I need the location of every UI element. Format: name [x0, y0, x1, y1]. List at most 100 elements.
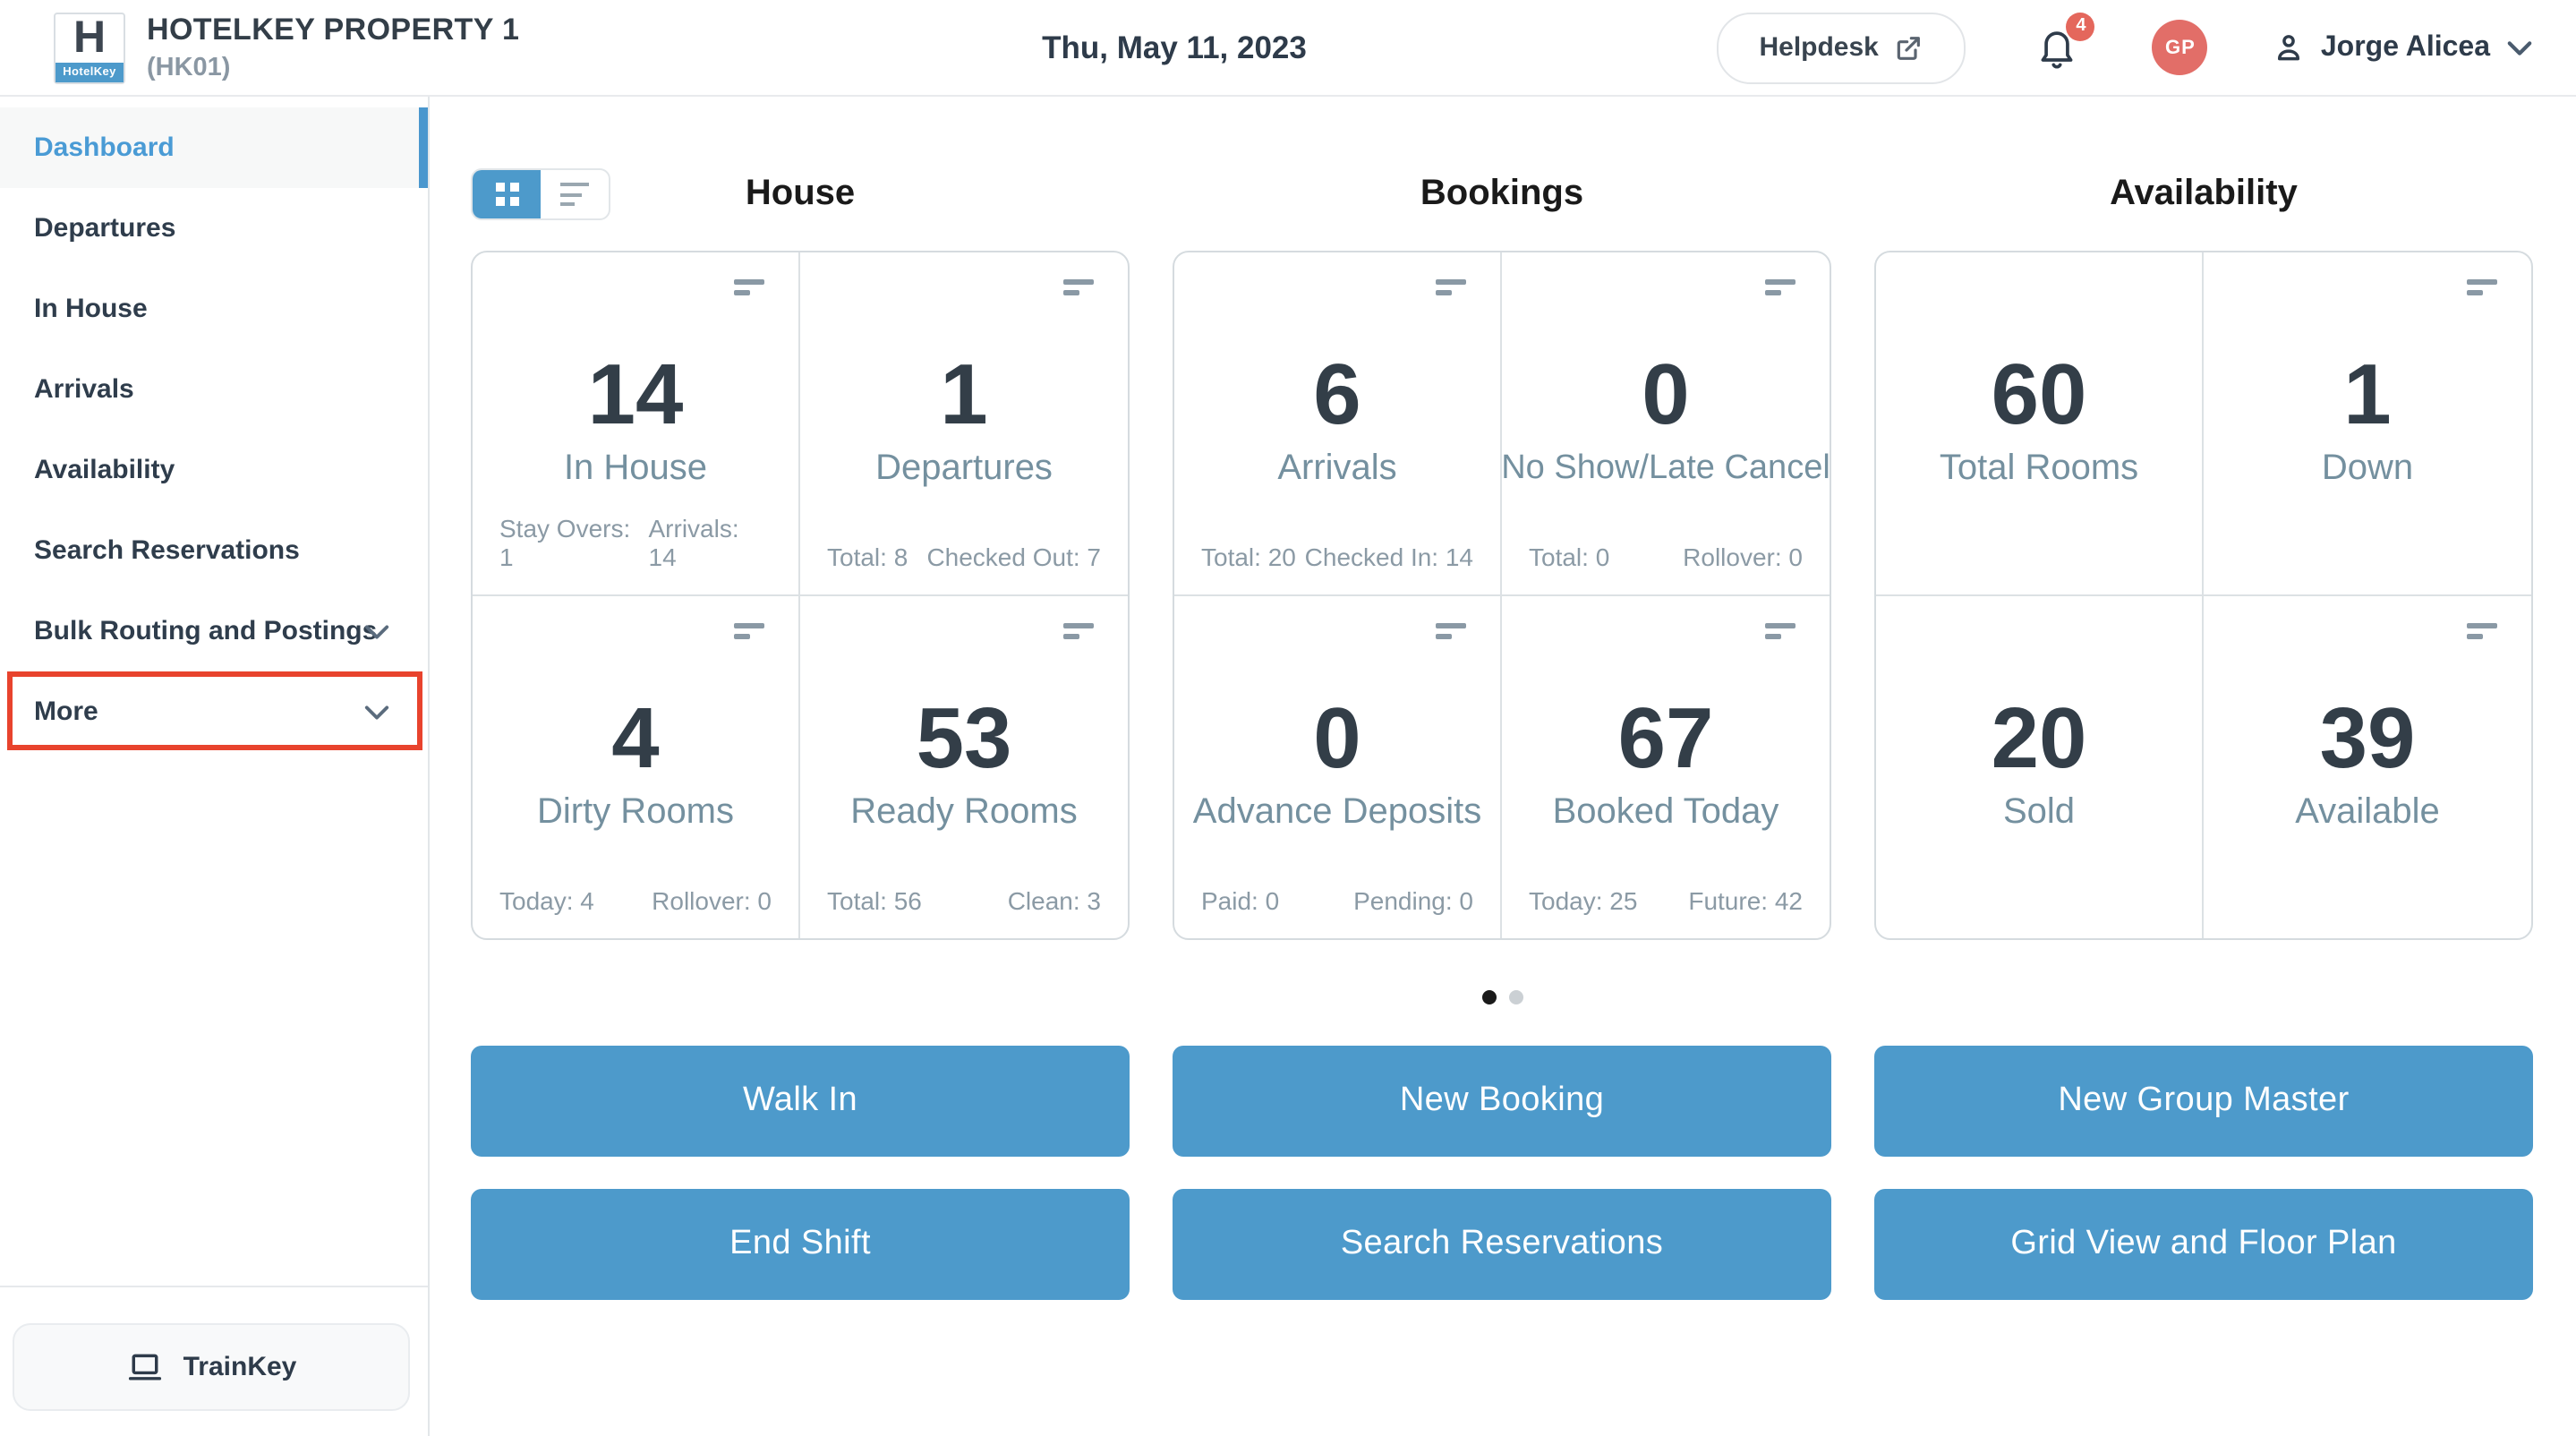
- walk-in-button[interactable]: Walk In: [471, 1046, 1130, 1157]
- list-view-toggle[interactable]: [541, 170, 609, 218]
- stat-left: Total: 56: [827, 886, 922, 915]
- sidebar-item-label: More: [34, 697, 98, 727]
- section-title-availability: Availability: [2110, 174, 2298, 213]
- sidebar-item-arrivals[interactable]: Arrivals: [0, 349, 428, 430]
- bell-icon: [2034, 22, 2081, 73]
- stat-value: 14: [587, 348, 684, 443]
- bookings-panel: 6 Arrivals Total: 20 Checked In: 14 0 No…: [1173, 251, 1831, 940]
- stat-left: Total: 20: [1201, 542, 1296, 570]
- card-menu-icon[interactable]: [1765, 279, 1796, 295]
- stat-left: Today: 25: [1529, 886, 1638, 915]
- laptop-icon: [126, 1349, 166, 1385]
- ready-rooms-card[interactable]: 53 Ready Rooms Total: 56 Clean: 3: [800, 595, 1128, 938]
- sidebar-item-in-house[interactable]: In House: [0, 269, 428, 349]
- external-link-icon: [1895, 33, 1923, 62]
- sold-card[interactable]: 20 Sold: [1876, 595, 2204, 938]
- sidebar-item-label: Search Reservations: [34, 535, 300, 566]
- dirty-rooms-card[interactable]: 4 Dirty Rooms Today: 4 Rollover: 0: [473, 595, 800, 938]
- card-menu-icon[interactable]: [1063, 622, 1094, 638]
- stat-right: Checked Out: 7: [926, 542, 1101, 570]
- card-menu-icon[interactable]: [2467, 279, 2497, 295]
- sidebar-item-label: Arrivals: [34, 374, 134, 405]
- sidebar-item-label: In House: [34, 294, 148, 324]
- sidebar-item-search-reservations[interactable]: Search Reservations: [0, 510, 428, 591]
- card-menu-icon[interactable]: [2467, 622, 2497, 638]
- card-menu-icon[interactable]: [1765, 622, 1796, 638]
- sidebar-item-departures[interactable]: Departures: [0, 188, 428, 269]
- grid-icon: [495, 183, 518, 206]
- card-menu-icon[interactable]: [734, 279, 764, 295]
- stat-label: Booked Today: [1552, 791, 1779, 831]
- arrivals-card[interactable]: 6 Arrivals Total: 20 Checked In: 14: [1174, 252, 1502, 595]
- card-menu-icon[interactable]: [1063, 279, 1094, 295]
- sidebar-item-label: Bulk Routing and Postings: [34, 616, 378, 646]
- available-card[interactable]: 39 Available: [2204, 595, 2531, 938]
- card-menu-icon[interactable]: [734, 622, 764, 638]
- chevron-down-icon: [363, 622, 390, 640]
- stat-footer: Total: 8 Checked Out: 7: [827, 542, 1101, 570]
- sidebar-item-more[interactable]: More: [0, 671, 428, 752]
- search-reservations-button[interactable]: Search Reservations: [1173, 1189, 1831, 1300]
- sidebar-item-label: Dashboard: [34, 132, 175, 163]
- user-name: Jorge Alicea: [2320, 31, 2490, 62]
- helpdesk-button[interactable]: Helpdesk: [1716, 12, 1966, 83]
- section-header-row: House Bookings Availability: [471, 95, 2533, 251]
- stat-left: Today: 4: [499, 886, 594, 915]
- stat-value: 53: [916, 691, 1012, 786]
- sidebar: Dashboard Departures In House Arrivals A…: [0, 95, 430, 1436]
- sidebar-nav: Dashboard Departures In House Arrivals A…: [0, 95, 428, 752]
- availability-panel: 60 Total Rooms 1 Down 20 Sold 39 Availab…: [1874, 251, 2533, 940]
- down-card[interactable]: 1 Down: [2204, 252, 2531, 595]
- booked-today-card[interactable]: 67 Booked Today Today: 25 Future: 42: [1502, 595, 1830, 938]
- departures-card[interactable]: 1 Departures Total: 8 Checked Out: 7: [800, 252, 1128, 595]
- stat-label: Down: [2321, 449, 2414, 488]
- trainkey-label: TrainKey: [183, 1352, 297, 1382]
- logo-letter: H: [73, 12, 107, 62]
- stat-right: Clean: 3: [1007, 886, 1101, 915]
- stat-footer: Total: 20 Checked In: 14: [1201, 542, 1473, 570]
- stat-label: Arrivals: [1277, 449, 1397, 488]
- new-booking-button[interactable]: New Booking: [1173, 1046, 1831, 1157]
- card-menu-icon[interactable]: [1436, 622, 1466, 638]
- end-shift-button[interactable]: End Shift: [471, 1189, 1130, 1300]
- stat-value: 60: [1991, 348, 2087, 443]
- stat-right: Rollover: 0: [652, 886, 772, 915]
- stat-left: Total: 8: [827, 542, 908, 570]
- sidebar-item-dashboard[interactable]: Dashboard: [0, 107, 428, 188]
- stat-label: Advance Deposits: [1192, 791, 1482, 831]
- view-toggle: [471, 168, 610, 220]
- card-menu-icon[interactable]: [1436, 279, 1466, 295]
- sidebar-footer: TrainKey: [0, 1286, 428, 1436]
- notifications-button[interactable]: 4: [2034, 12, 2095, 73]
- grid-view-and-floor-plan-button[interactable]: Grid View and Floor Plan: [1874, 1189, 2533, 1300]
- stat-left: Stay Overs: 1: [499, 513, 631, 570]
- sidebar-item-availability[interactable]: Availability: [0, 430, 428, 510]
- logo-brand-label: HotelKey: [55, 62, 124, 81]
- stat-footer: Stay Overs: 1 Arrivals: 14: [499, 513, 772, 570]
- carousel-dot[interactable]: [1508, 990, 1523, 1004]
- sidebar-item-label: Departures: [34, 213, 176, 244]
- user-menu[interactable]: Jorge Alicea: [2273, 30, 2533, 64]
- advance-deposits-card[interactable]: 0 Advance Deposits Paid: 0 Pending: 0: [1174, 595, 1502, 938]
- stat-right: Rollover: 0: [1683, 542, 1803, 570]
- stat-right: Pending: 0: [1353, 886, 1473, 915]
- stat-right: Checked In: 14: [1304, 542, 1473, 570]
- grid-view-toggle[interactable]: [473, 170, 541, 218]
- current-date: Thu, May 11, 2023: [1042, 29, 1307, 64]
- stat-label: No Show/Late Cancel: [1501, 449, 1830, 487]
- section-title-bookings: Bookings: [1420, 174, 1584, 213]
- avatar[interactable]: GP: [2152, 20, 2208, 75]
- total-rooms-card[interactable]: 60 Total Rooms: [1876, 252, 2204, 595]
- in-house-card[interactable]: 14 In House Stay Overs: 1 Arrivals: 14: [473, 252, 800, 595]
- trainkey-button[interactable]: TrainKey: [13, 1323, 410, 1411]
- chevron-down-icon: [363, 703, 390, 721]
- carousel-dot-active[interactable]: [1481, 990, 1496, 1004]
- stat-label: Available: [2295, 791, 2440, 831]
- user-icon: [2273, 30, 2307, 64]
- property-code: (HK01): [147, 54, 231, 82]
- quick-actions: Walk In New Booking New Group Master End…: [471, 1046, 2533, 1300]
- sidebar-item-bulk-routing-and-postings[interactable]: Bulk Routing and Postings: [0, 591, 428, 671]
- new-group-master-button[interactable]: New Group Master: [1874, 1046, 2533, 1157]
- no-show-late-cancel-card[interactable]: 0 No Show/Late Cancel Total: 0 Rollover:…: [1501, 252, 1830, 595]
